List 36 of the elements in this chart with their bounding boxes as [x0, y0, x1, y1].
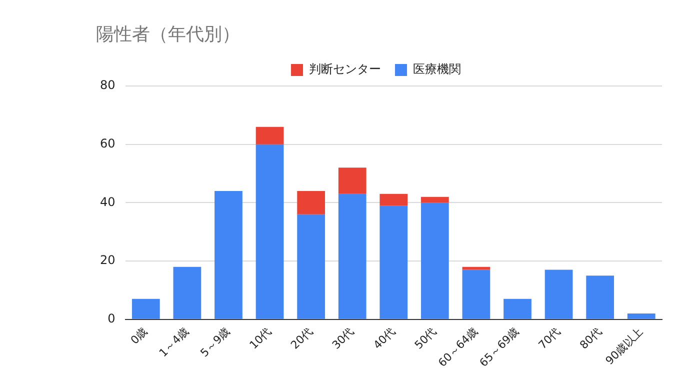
y-tick-label: 60	[100, 136, 116, 150]
bar	[462, 270, 490, 319]
bar	[544, 270, 573, 319]
bar	[380, 194, 408, 206]
y-tick-label: 0	[108, 311, 116, 326]
bar	[132, 298, 160, 319]
bar	[504, 298, 532, 319]
y-tick-label: 20	[100, 253, 116, 268]
x-tick-label: 70代	[536, 324, 563, 352]
bar	[380, 206, 408, 319]
bar	[338, 168, 366, 194]
legend-label: 判断センター	[309, 62, 381, 76]
bar	[627, 313, 656, 319]
legend-label: 医療機関	[413, 62, 461, 76]
x-tick-label: 20代	[288, 324, 316, 352]
y-tick-label: 40	[100, 194, 116, 209]
bar	[420, 196, 449, 203]
bar	[173, 266, 202, 319]
x-tick-label: 10代	[247, 324, 274, 352]
x-tick-label: 1～4歳	[156, 324, 192, 360]
x-tick-label: 80代	[577, 324, 604, 352]
x-tick-label: 40代	[370, 324, 398, 352]
chart-title: 陽性者（年代別）	[96, 23, 240, 46]
bar	[297, 190, 325, 214]
bar	[214, 190, 242, 319]
x-tick-label: 0歳	[128, 324, 150, 347]
bar	[338, 194, 366, 319]
x-tick-label: 5～9歳	[198, 324, 233, 360]
bar	[297, 214, 325, 319]
bar	[256, 126, 284, 144]
bar	[420, 202, 449, 319]
bar	[586, 276, 614, 319]
bar	[256, 144, 284, 319]
y-tick-label: 80	[100, 78, 116, 92]
x-tick-label: 30代	[330, 324, 356, 352]
x-tick-label: 90歳以上	[603, 324, 646, 368]
